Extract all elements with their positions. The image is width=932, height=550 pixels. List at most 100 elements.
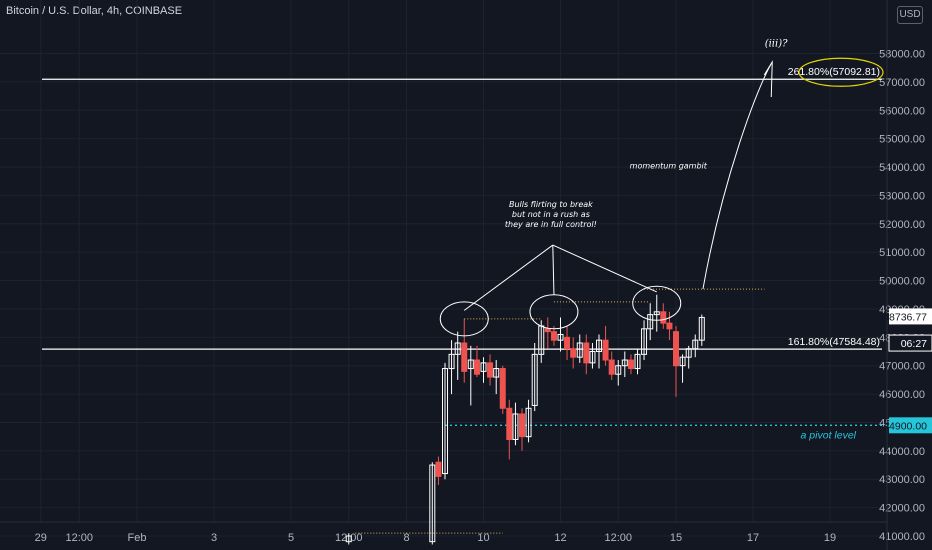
x-tick-label: 10 xyxy=(477,532,489,544)
candle-body xyxy=(519,413,525,438)
x-tick-label: 8 xyxy=(403,532,409,544)
candle-body xyxy=(679,356,686,367)
candle-body xyxy=(570,348,577,358)
fib-highlight-ellipse xyxy=(798,57,884,87)
candle-body xyxy=(448,353,455,370)
candle-body xyxy=(673,331,679,367)
countdown-box xyxy=(888,334,932,352)
grid-lines xyxy=(0,0,887,537)
y-tick-label: 41000.00 xyxy=(879,531,925,543)
candle-body xyxy=(461,342,468,372)
chart-title: Bitcoin / U.S. Dollar, 4h, COINBASE xyxy=(6,5,183,17)
candle-body xyxy=(634,353,641,370)
x-tick-label: 3 xyxy=(211,532,217,544)
candle-body xyxy=(557,333,564,341)
y-tick-label: 44000.00 xyxy=(879,446,925,458)
candle-body xyxy=(435,461,442,477)
x-tick-label: 12:00 xyxy=(65,532,93,544)
candle-body xyxy=(493,368,500,378)
candle-body xyxy=(550,331,557,341)
connector-line xyxy=(552,244,657,293)
candle-body xyxy=(596,339,602,353)
candles xyxy=(345,294,705,545)
candle-body xyxy=(442,368,448,475)
candle-body xyxy=(345,535,352,543)
last-price-box xyxy=(889,308,932,325)
connector-line xyxy=(552,245,555,295)
candle-body xyxy=(666,322,673,330)
x-tick-label: Feb xyxy=(128,532,147,544)
currency-button[interactable]: USD xyxy=(897,6,923,24)
y-tick-label: 50000.00 xyxy=(879,276,925,288)
y-tick-label: 56000.00 xyxy=(879,105,925,117)
countdown-label: 06:27 xyxy=(901,338,927,350)
candle-body xyxy=(454,342,461,355)
annotation-wave: (iii)? xyxy=(765,39,788,50)
candle-body xyxy=(647,314,654,330)
x-tick-label: 12:00 xyxy=(604,532,632,544)
highlight-ellipse xyxy=(439,301,489,337)
highlight-ellipse xyxy=(632,285,682,321)
y-tick-label: 42000.00 xyxy=(879,503,925,515)
candle-body xyxy=(589,351,596,364)
candle-body xyxy=(692,339,699,350)
connector-line xyxy=(463,244,554,311)
highlight-ellipse xyxy=(529,294,579,330)
x-tick-label: 17 xyxy=(747,532,759,544)
y-tick-label: 54000.00 xyxy=(879,162,925,174)
candle-body xyxy=(583,342,590,364)
candle-body xyxy=(544,328,551,333)
y-tick-label: 47000.00 xyxy=(879,361,925,373)
y-tick-label: 51000.00 xyxy=(879,247,925,259)
annotation-bulls: they are in full control! xyxy=(505,220,597,229)
candle-body xyxy=(653,311,660,316)
pivot-price-label: 44900.00 xyxy=(883,420,927,432)
y-tick-label: 52000.00 xyxy=(879,219,925,231)
candle-body xyxy=(506,407,513,441)
momentum-arrow xyxy=(702,61,773,290)
candle-body xyxy=(660,311,667,324)
candle-body xyxy=(641,328,648,355)
candle-body xyxy=(531,353,538,406)
y-tick-label: 55000.00 xyxy=(879,134,925,146)
candle-body xyxy=(608,359,615,375)
candle-body xyxy=(512,413,519,440)
x-tick-label: 19 xyxy=(824,532,836,544)
y-tick-label: 58000.00 xyxy=(879,49,925,61)
x-tick-label: 15 xyxy=(670,532,682,544)
fib-levels: 261.80%(57092.81) 161.80%(47584.48) a pivo… xyxy=(42,66,887,441)
annotation-bulls: but not in a rush as xyxy=(512,210,590,219)
last-price-label: 48736.77 xyxy=(883,311,927,323)
price-labels: 48736.77 06:27 44900.00 xyxy=(883,308,932,434)
annotation-momentum: momentum gambit xyxy=(630,161,708,170)
y-tick-label: 53000.00 xyxy=(879,190,925,202)
fib-level-label: 261.80%(57092.81) xyxy=(788,66,880,78)
candle-body xyxy=(698,316,705,341)
candle-body xyxy=(685,348,692,358)
pivot-level-note: a pivot level xyxy=(801,429,857,441)
candle-body xyxy=(621,359,628,367)
annotation-bulls: Bulls flirting to break xyxy=(509,200,593,209)
y-tick-label: 43000.00 xyxy=(879,474,925,486)
candle-body xyxy=(480,362,487,372)
x-tick-label: 5 xyxy=(288,532,294,544)
candle-body xyxy=(429,464,436,543)
y-tick-label: 57000.00 xyxy=(879,77,925,89)
fib-level-label: 161.80%(47584.48) xyxy=(788,336,880,348)
candle-body xyxy=(525,407,532,438)
candle-body xyxy=(487,362,494,378)
candle-body xyxy=(467,359,474,370)
x-tick-label: 12 xyxy=(554,532,566,544)
arrow-head xyxy=(763,60,773,98)
candle-body xyxy=(602,339,609,361)
candle-body xyxy=(615,365,622,375)
candle-body xyxy=(564,336,571,350)
candle-body xyxy=(499,368,506,409)
candle-body xyxy=(627,359,634,370)
candle-body xyxy=(576,342,583,358)
x-tick-label: 29 xyxy=(35,532,47,544)
pivot-price-box xyxy=(889,417,932,434)
